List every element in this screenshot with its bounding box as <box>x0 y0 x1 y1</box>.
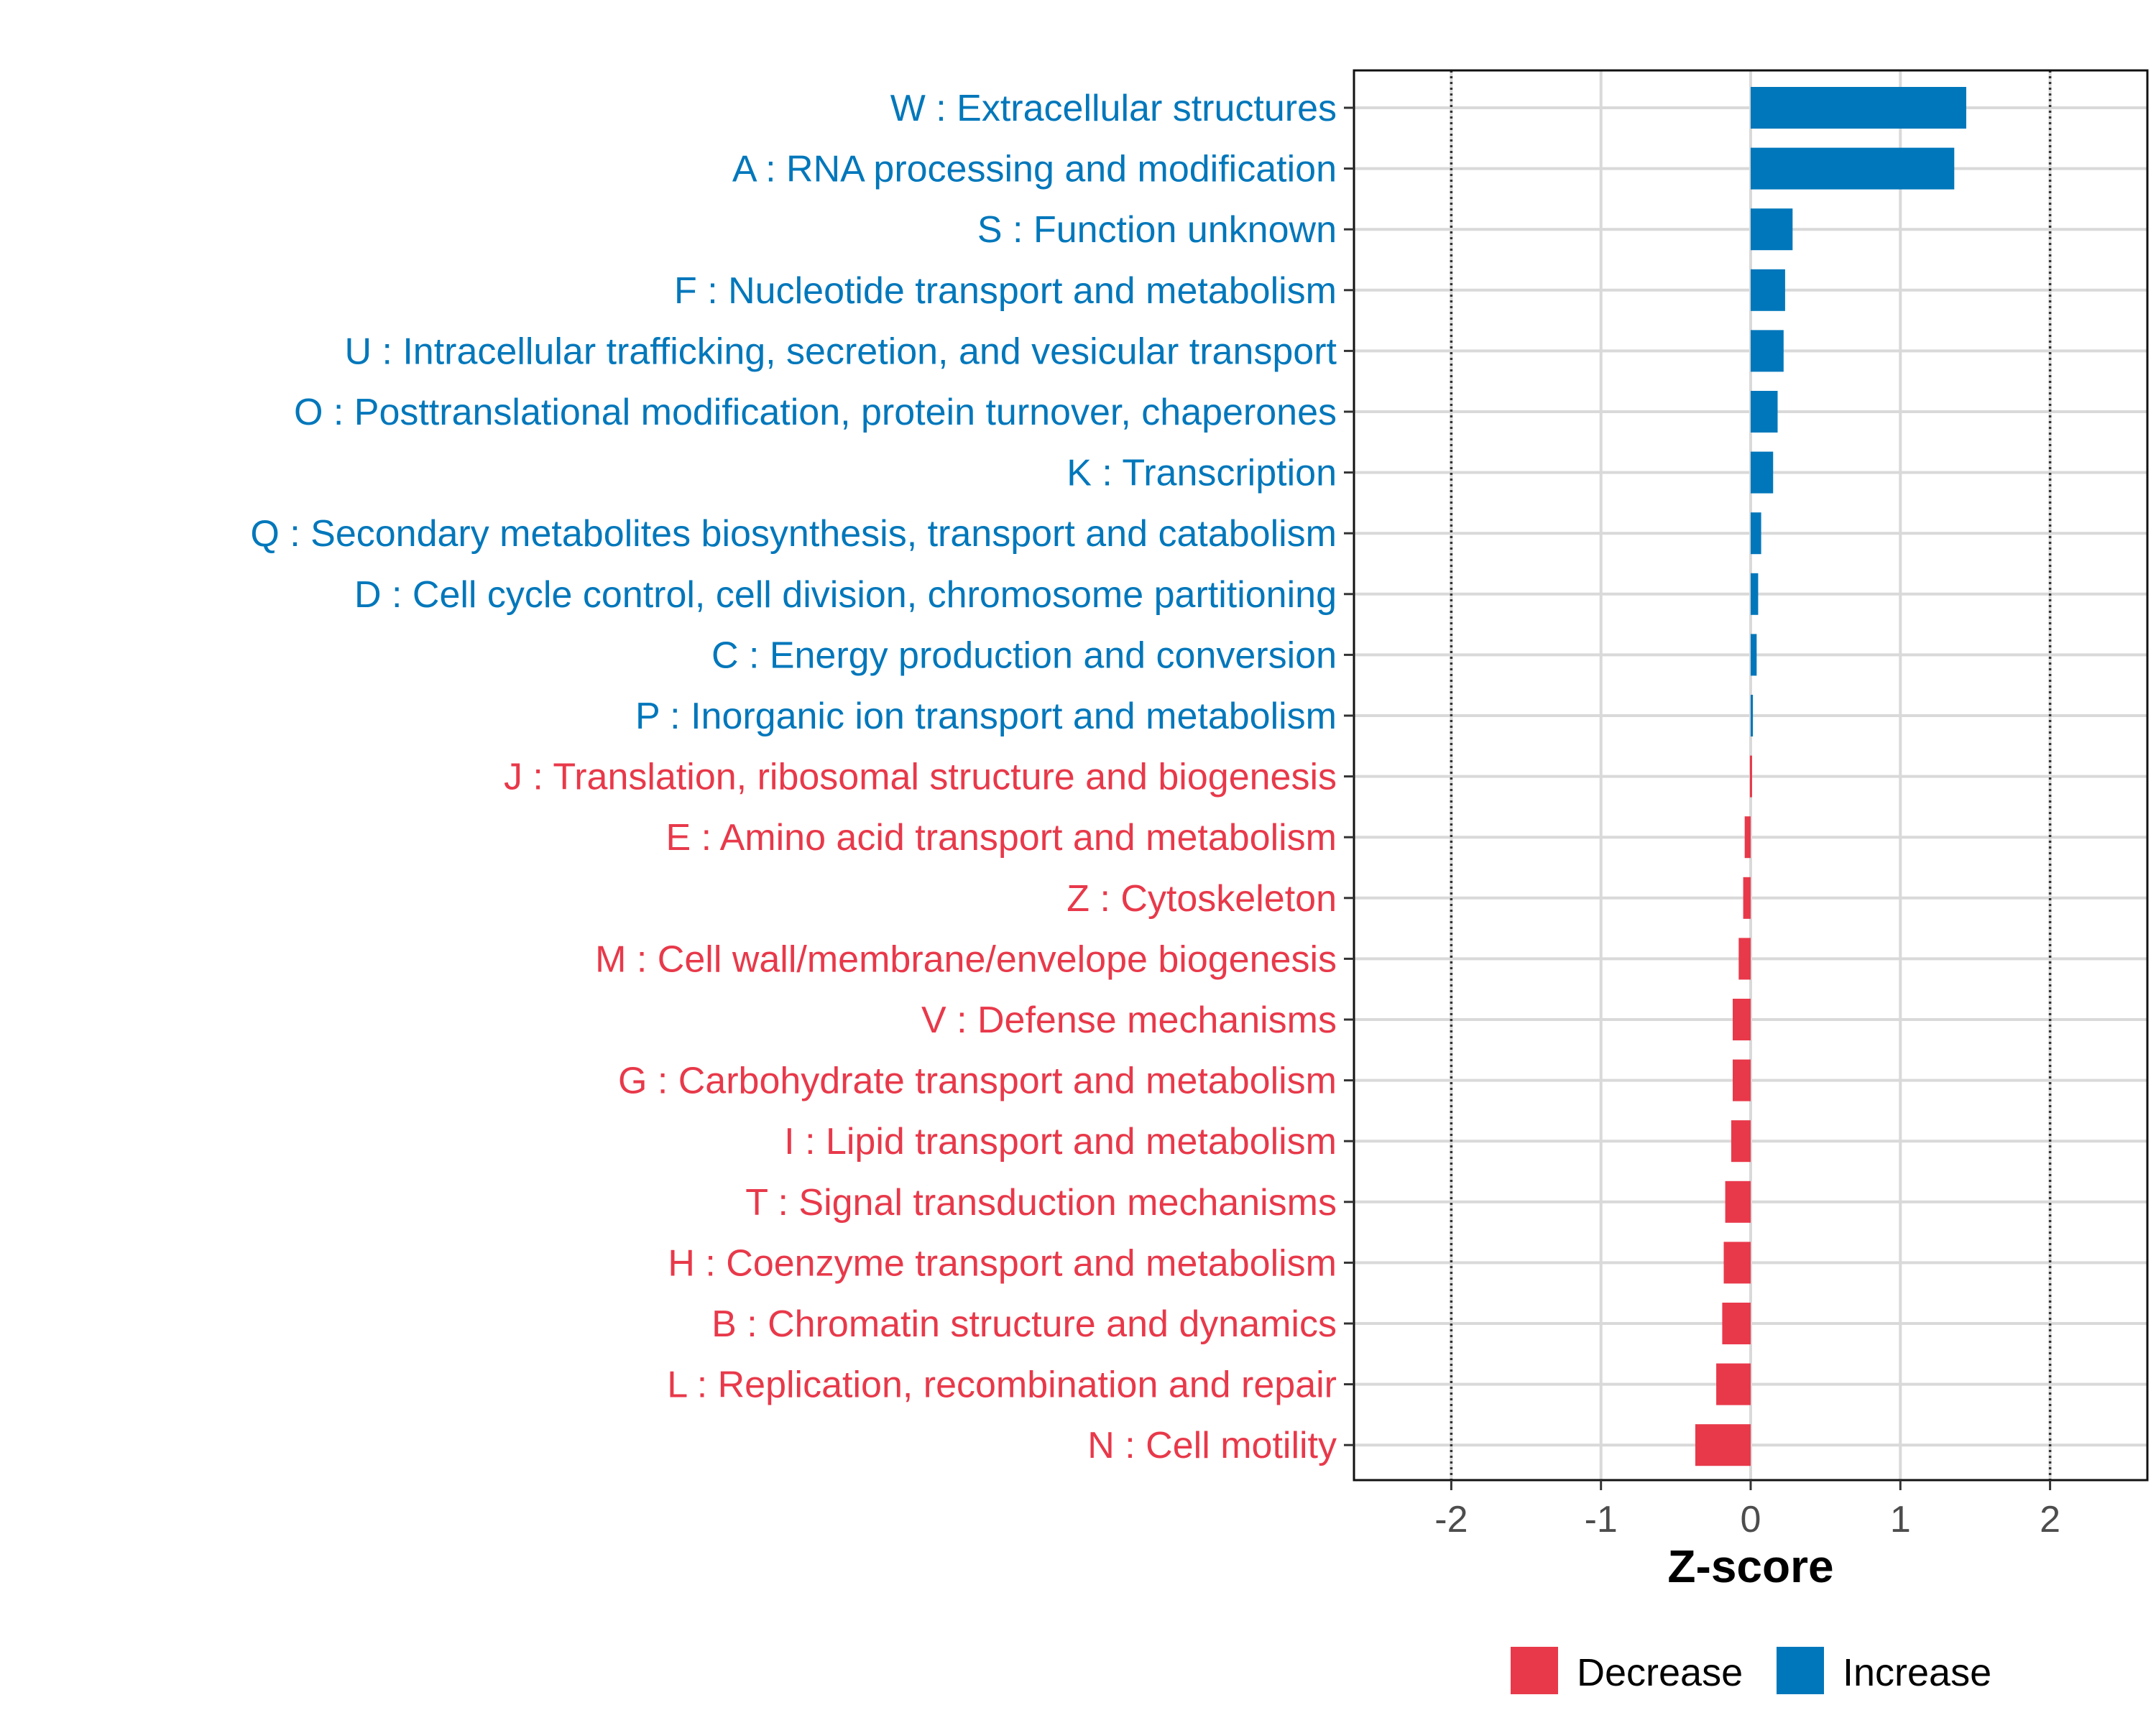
bar-decrease <box>1731 1120 1751 1163</box>
category-label: P : Inorganic ion transport and metaboli… <box>635 696 1337 737</box>
category-label: D : Cell cycle control, cell division, c… <box>354 574 1337 616</box>
bar-increase <box>1751 330 1784 372</box>
bar-decrease <box>1733 999 1751 1040</box>
bar-decrease <box>1716 1363 1751 1405</box>
category-label: T : Signal transduction mechanisms <box>745 1182 1337 1224</box>
category-label: G : Carbohydrate transport and metabolis… <box>618 1061 1337 1102</box>
bar-increase <box>1751 634 1757 676</box>
category-label: I : Lipid transport and metabolism <box>784 1121 1337 1163</box>
category-label: U : Intracellular trafficking, secretion… <box>344 331 1337 372</box>
category-label: E : Amino acid transport and metabolism <box>665 817 1337 859</box>
category-label: L : Replication, recombination and repai… <box>667 1364 1337 1406</box>
category-label: S : Function unknown <box>977 209 1337 251</box>
x-tick-label: 1 <box>1890 1499 1911 1540</box>
bar-increase <box>1751 573 1759 615</box>
category-label: V : Defense mechanisms <box>921 999 1337 1041</box>
legend-label-increase: Increase <box>1843 1651 1991 1694</box>
x-tick-label: 2 <box>2040 1499 2060 1540</box>
category-label: O : Posttranslational modification, prot… <box>294 392 1337 433</box>
category-label: M : Cell wall/membrane/envelope biogenes… <box>595 938 1337 980</box>
x-axis-title: Z-score <box>1667 1540 1833 1592</box>
bar-increase <box>1751 87 1966 129</box>
x-tick-label: 0 <box>1741 1499 1761 1540</box>
bar-increase <box>1751 451 1774 494</box>
category-label: W : Extracellular structures <box>890 88 1337 129</box>
category-label: A : RNA processing and modification <box>732 149 1337 190</box>
bar-decrease <box>1738 938 1751 980</box>
bar-increase <box>1751 695 1754 736</box>
legend-key-increase <box>1777 1647 1824 1694</box>
bar-increase <box>1751 147 1955 190</box>
legend-key-decrease <box>1511 1647 1558 1694</box>
category-label: Z : Cytoskeleton <box>1067 878 1337 920</box>
bar-decrease <box>1722 1303 1751 1344</box>
category-label: F : Nucleotide transport and metabolism <box>674 270 1337 312</box>
bar-decrease <box>1743 877 1751 919</box>
bar-decrease <box>1695 1424 1751 1466</box>
x-tick-label: -1 <box>1585 1499 1618 1540</box>
category-label: K : Transcription <box>1067 453 1337 494</box>
category-label: B : Chromatin structure and dynamics <box>711 1303 1337 1345</box>
category-label: N : Cell motility <box>1087 1425 1337 1466</box>
bar-increase <box>1751 391 1778 433</box>
bar-decrease <box>1744 816 1751 859</box>
x-tick-label: -2 <box>1434 1499 1468 1540</box>
bar-decrease <box>1733 1059 1751 1101</box>
category-label: J : Translation, ribosomal structure and… <box>504 757 1337 798</box>
bar-increase <box>1751 512 1761 555</box>
category-label: C : Energy production and conversion <box>711 634 1337 676</box>
bar-increase <box>1751 208 1793 251</box>
bar-increase <box>1751 269 1785 311</box>
category-label: Q : Secondary metabolites biosynthesis, … <box>250 513 1337 555</box>
bar-decrease <box>1749 755 1752 798</box>
category-label: H : Coenzyme transport and metabolism <box>668 1242 1337 1284</box>
bar-decrease <box>1725 1181 1751 1223</box>
legend-label-decrease: Decrease <box>1577 1651 1743 1694</box>
bar-decrease <box>1723 1242 1751 1284</box>
